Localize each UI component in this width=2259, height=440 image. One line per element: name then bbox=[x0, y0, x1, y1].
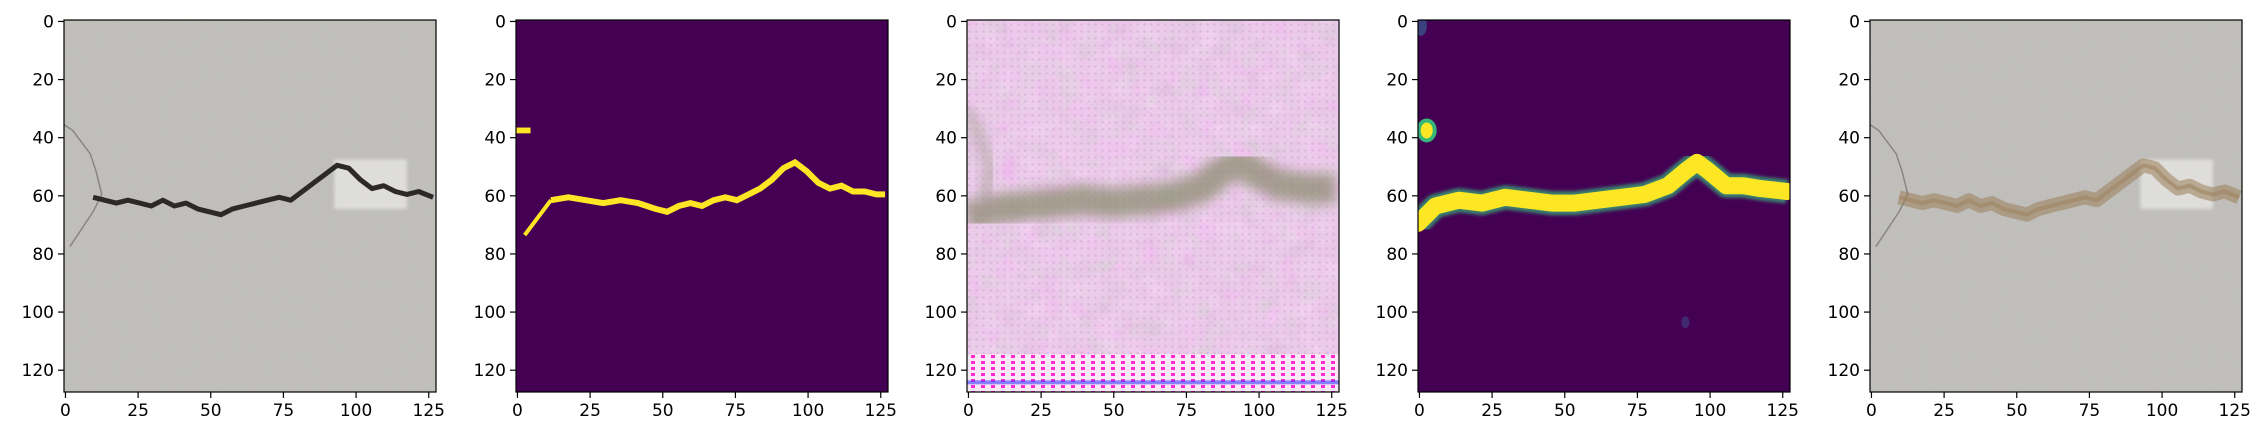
y-tick-label: 20 bbox=[935, 71, 957, 91]
panel-2: 0 25 50 75 100 125 0 20 40 60 80 100 120 bbox=[474, 12, 897, 421]
x-tick-label: 25 bbox=[1030, 401, 1052, 421]
y-tick-label: 0 bbox=[1849, 12, 1860, 32]
x-tick-label: 100 bbox=[1694, 401, 1726, 421]
x-tick-label: 25 bbox=[1481, 401, 1503, 421]
x-tick-label: 25 bbox=[579, 401, 601, 421]
axes-frame bbox=[515, 19, 889, 393]
x-tick-label: 50 bbox=[1103, 401, 1125, 421]
x-tick-label: 125 bbox=[865, 401, 897, 421]
x-tick-label: 125 bbox=[2219, 401, 2251, 421]
x-tick-label: 0 bbox=[512, 401, 523, 421]
y-tick-label: 20 bbox=[1386, 71, 1408, 91]
prediction-heatmap-image bbox=[1418, 20, 1790, 392]
y-tick-label: 80 bbox=[935, 245, 957, 265]
y-tick-label: 100 bbox=[22, 303, 54, 323]
x-tick-label: 100 bbox=[1243, 401, 1275, 421]
axes-frame bbox=[966, 19, 1340, 393]
panel-5: 0 25 50 75 100 125 0 20 40 60 80 100 120 bbox=[1828, 12, 2251, 421]
x-tick-label: 25 bbox=[1933, 401, 1955, 421]
x-tick-label: 100 bbox=[792, 401, 824, 421]
y-tick-label: 80 bbox=[484, 245, 506, 265]
y-tick-label: 120 bbox=[1828, 361, 1860, 381]
y-tick-label: 80 bbox=[32, 245, 54, 265]
y-tick-label: 100 bbox=[474, 303, 506, 323]
y-tick-label: 0 bbox=[495, 12, 506, 32]
y-tick-label: 20 bbox=[32, 71, 54, 91]
y-tick-label: 40 bbox=[1838, 129, 1860, 149]
x-tick-label: 50 bbox=[652, 401, 674, 421]
axes-frame bbox=[1869, 19, 2243, 393]
y-tick-label: 20 bbox=[484, 71, 506, 91]
y-tick-label: 60 bbox=[32, 187, 54, 207]
panel-3: 0 25 50 75 100 125 0 20 40 60 80 100 120 bbox=[925, 12, 1348, 421]
y-tick-label: 120 bbox=[925, 361, 957, 381]
y-tick-label: 100 bbox=[925, 303, 957, 323]
y-tick-label: 80 bbox=[1386, 245, 1408, 265]
x-tick-label: 0 bbox=[963, 401, 974, 421]
y-tick-label: 120 bbox=[22, 361, 54, 381]
y-tick-label: 20 bbox=[1838, 71, 1860, 91]
y-tick-label: 60 bbox=[1838, 187, 1860, 207]
x-tick-label: 100 bbox=[340, 401, 372, 421]
y-tick-label: 0 bbox=[946, 12, 957, 32]
y-tick-label: 120 bbox=[1376, 361, 1408, 381]
axes-frame bbox=[1417, 19, 1791, 393]
axes-frame bbox=[63, 19, 437, 393]
x-tick-label: 75 bbox=[1176, 401, 1198, 421]
reconstruction-image bbox=[967, 20, 1339, 392]
y-tick-label: 60 bbox=[1386, 187, 1408, 207]
panel-1: 0 25 50 75 100 125 0 20 40 60 80 100 120 bbox=[22, 12, 445, 421]
concrete-crack-image bbox=[64, 20, 436, 392]
y-tick-label: 40 bbox=[32, 129, 54, 149]
y-tick-label: 0 bbox=[1397, 12, 1408, 32]
y-tick-label: 60 bbox=[935, 187, 957, 207]
x-tick-label: 50 bbox=[200, 401, 222, 421]
x-tick-label: 125 bbox=[1316, 401, 1348, 421]
x-tick-label: 125 bbox=[1767, 401, 1799, 421]
y-tick-label: 40 bbox=[1386, 129, 1408, 149]
y-tick-label: 60 bbox=[484, 187, 506, 207]
x-tick-label: 50 bbox=[2006, 401, 2028, 421]
x-tick-label: 50 bbox=[1554, 401, 1576, 421]
y-tick-label: 80 bbox=[1838, 245, 1860, 265]
x-tick-label: 75 bbox=[725, 401, 747, 421]
binary-mask-image bbox=[516, 20, 888, 392]
y-tick-label: 100 bbox=[1828, 303, 1860, 323]
x-tick-label: 0 bbox=[60, 401, 71, 421]
x-tick-label: 0 bbox=[1414, 401, 1425, 421]
x-tick-label: 75 bbox=[273, 401, 295, 421]
panel-4: 0 25 50 75 100 125 0 20 40 60 80 100 120 bbox=[1376, 12, 1799, 421]
x-tick-label: 0 bbox=[1866, 401, 1877, 421]
y-tick-label: 40 bbox=[484, 129, 506, 149]
y-tick-label: 120 bbox=[474, 361, 506, 381]
overlay-image bbox=[1870, 20, 2242, 392]
y-tick-label: 0 bbox=[43, 12, 54, 32]
x-tick-label: 75 bbox=[2079, 401, 2101, 421]
x-tick-label: 25 bbox=[127, 401, 149, 421]
y-tick-label: 40 bbox=[935, 129, 957, 149]
x-tick-label: 125 bbox=[413, 401, 445, 421]
x-tick-label: 75 bbox=[1627, 401, 1649, 421]
y-tick-label: 100 bbox=[1376, 303, 1408, 323]
x-tick-label: 100 bbox=[2146, 401, 2178, 421]
